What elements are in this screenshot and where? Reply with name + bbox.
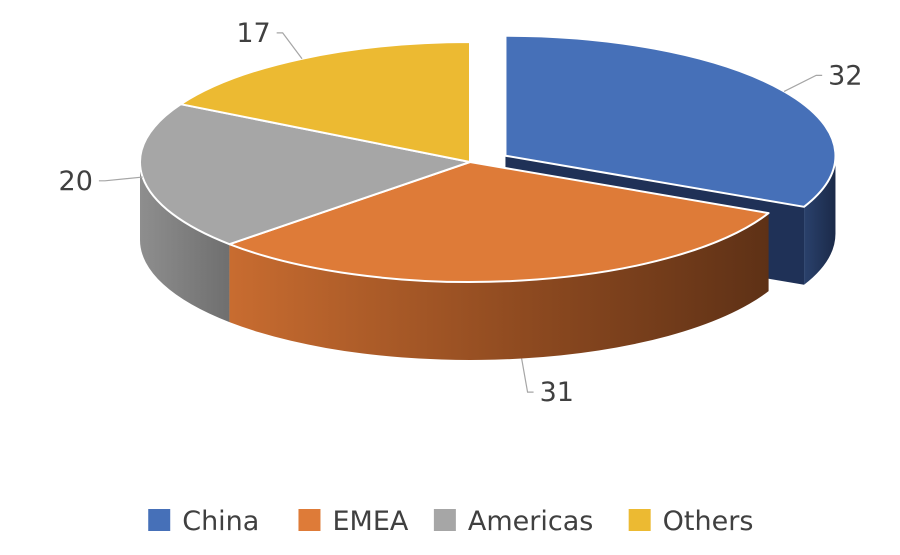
legend-swatch-others — [628, 509, 651, 531]
legend-swatch-emea — [298, 509, 321, 531]
legend: China EMEA Americas Others — [148, 506, 753, 537]
leader-line-americas — [98, 176, 143, 182]
pie-side-emea — [229, 213, 769, 361]
legend-item-others[interactable]: Others — [628, 506, 754, 537]
leader-line-china — [783, 74, 823, 92]
data-label-others: 17 — [236, 18, 270, 49]
pie-slice-others[interactable] — [179, 41, 471, 163]
legend-swatch-americas — [433, 509, 456, 531]
legend-item-americas[interactable]: Americas — [433, 506, 593, 537]
legend-label-others: Others — [663, 506, 754, 537]
legend-item-emea[interactable]: EMEA — [298, 506, 409, 537]
pie-side-china — [804, 155, 836, 285]
pie-slice-americas[interactable] — [139, 103, 471, 246]
pie-slice-emea[interactable] — [228, 161, 770, 284]
legend-swatch-china — [148, 509, 171, 531]
legend-label-emea: EMEA — [332, 506, 408, 537]
data-label-americas: 20 — [59, 166, 93, 197]
pie-top-faces — [139, 34, 837, 284]
legend-label-china: China — [182, 506, 259, 537]
legend-item-china[interactable]: China — [148, 506, 259, 537]
legend-label-americas: Americas — [468, 506, 593, 537]
leader-line-others — [276, 32, 303, 60]
data-labels: 32 31 20 17 — [59, 18, 863, 408]
leader-line-emea — [521, 358, 534, 393]
data-label-china: 32 — [828, 60, 862, 91]
pie-side-americas — [140, 162, 230, 323]
data-label-emea: 31 — [540, 377, 574, 408]
